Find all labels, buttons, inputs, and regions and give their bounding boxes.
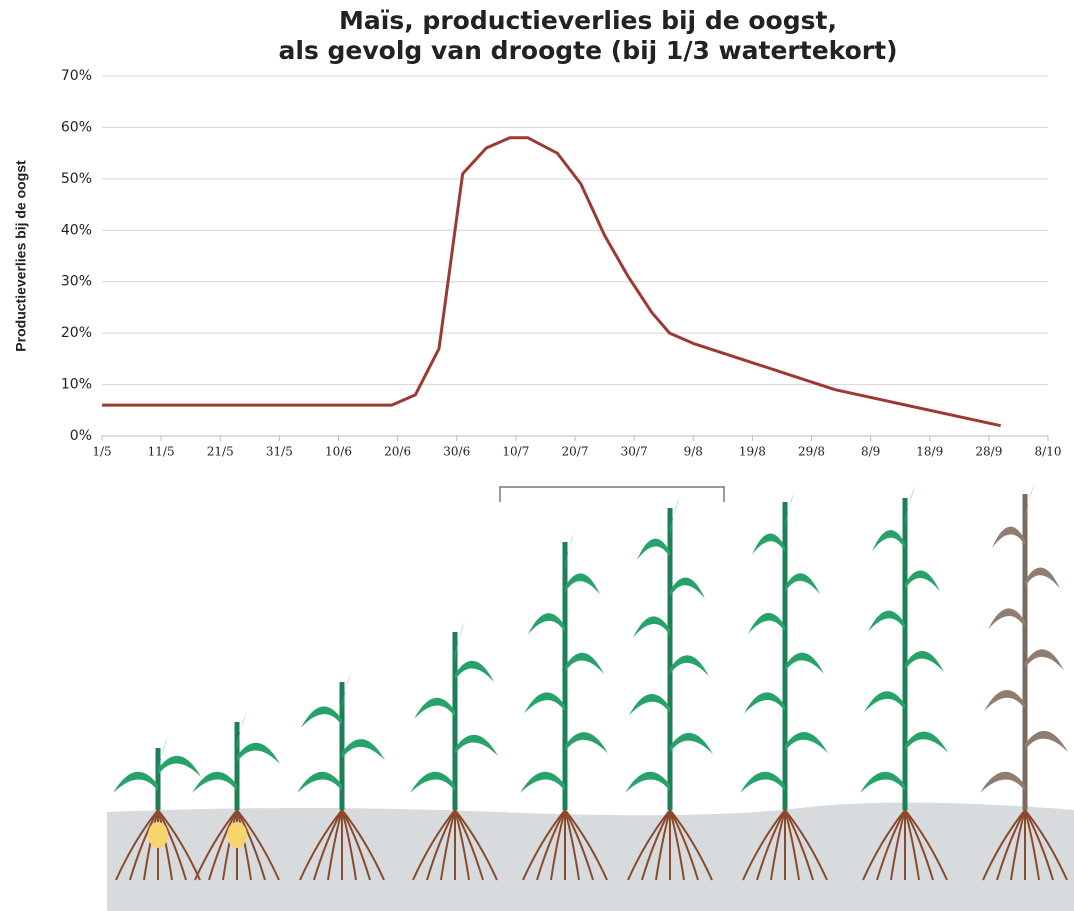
leaf — [864, 691, 905, 712]
leaf — [1025, 567, 1060, 588]
x-tick-label: 28/9 — [975, 445, 1002, 459]
leaf — [410, 772, 455, 793]
leaf — [785, 732, 828, 753]
leaf — [520, 772, 565, 793]
x-tick-label: 29/8 — [798, 445, 825, 459]
leaf — [301, 706, 342, 727]
leaf — [980, 772, 1025, 793]
x-tick-label: 10/7 — [502, 445, 529, 459]
x-tick-label: 31/5 — [266, 445, 293, 459]
y-tick-label: 0% — [70, 428, 92, 444]
leaf — [992, 527, 1025, 548]
y-tick-label: 60% — [61, 119, 92, 135]
x-tick-label: 10/6 — [325, 445, 352, 459]
leaf — [670, 655, 709, 676]
y-axis-label: Productieverlies bij de oogst — [13, 160, 29, 352]
x-tick-label: 9/8 — [684, 445, 703, 459]
leaf — [744, 692, 785, 713]
leaf — [1025, 731, 1068, 752]
x-tick-label: 20/6 — [384, 445, 411, 459]
leaf — [297, 772, 342, 793]
leaf — [637, 539, 670, 560]
x-tick-label: 30/6 — [443, 445, 470, 459]
leaf — [158, 756, 201, 777]
leaf — [455, 661, 494, 682]
y-tick-label: 10% — [61, 377, 92, 393]
leaf — [868, 611, 905, 632]
leaf — [625, 772, 670, 793]
leaf — [740, 772, 785, 793]
x-tick-label: 19/8 — [739, 445, 766, 459]
bracket — [500, 487, 724, 502]
y-tick-label: 50% — [61, 171, 92, 187]
chart-title: Maïs, productieverlies bij de oogst, — [339, 6, 837, 35]
leaf — [565, 573, 600, 594]
leaf — [455, 735, 498, 756]
chart-title: als gevolg van droogte (bij 1/3 watertek… — [279, 36, 898, 65]
seed — [148, 822, 168, 848]
y-tick-label: 30% — [61, 274, 92, 290]
chart: Maïs, productieverlies bij de oogst, als… — [0, 0, 1074, 911]
page: Maïs, productieverlies bij de oogst, als… — [0, 0, 1074, 911]
leaf — [670, 733, 713, 754]
leaf — [237, 743, 280, 764]
leaf — [988, 608, 1025, 629]
leaf — [633, 616, 670, 637]
y-tick-label: 70% — [61, 68, 92, 84]
leaf — [785, 573, 820, 594]
x-tick-label: 18/9 — [916, 445, 943, 459]
leaf — [565, 653, 604, 674]
x-tick-label: 8/9 — [861, 445, 880, 459]
soil — [107, 802, 1074, 911]
leaf — [192, 772, 237, 793]
leaf — [629, 694, 670, 715]
leaf — [528, 613, 565, 634]
leaf — [565, 732, 608, 753]
leaf — [872, 530, 905, 551]
leaf — [414, 698, 455, 719]
y-tick-label: 20% — [61, 325, 92, 341]
y-tick-label: 40% — [61, 222, 92, 238]
leaf — [860, 772, 905, 793]
leaf — [905, 651, 944, 672]
x-tick-label: 11/5 — [148, 445, 175, 459]
leaf — [984, 690, 1025, 711]
leaf — [748, 613, 785, 634]
leaf — [670, 577, 705, 598]
leaf — [752, 533, 785, 554]
seed — [227, 822, 247, 848]
leaf — [1025, 649, 1064, 670]
leaf — [113, 772, 158, 793]
leaf — [785, 653, 824, 674]
leaf — [905, 570, 940, 591]
x-tick-label: 1/5 — [92, 445, 111, 459]
x-tick-label: 30/7 — [621, 445, 648, 459]
leaf — [905, 731, 948, 752]
x-tick-label: 20/7 — [562, 445, 589, 459]
x-tick-label: 8/10 — [1035, 445, 1062, 459]
leaf — [524, 692, 565, 713]
x-tick-label: 21/5 — [207, 445, 234, 459]
leaf — [342, 739, 385, 760]
